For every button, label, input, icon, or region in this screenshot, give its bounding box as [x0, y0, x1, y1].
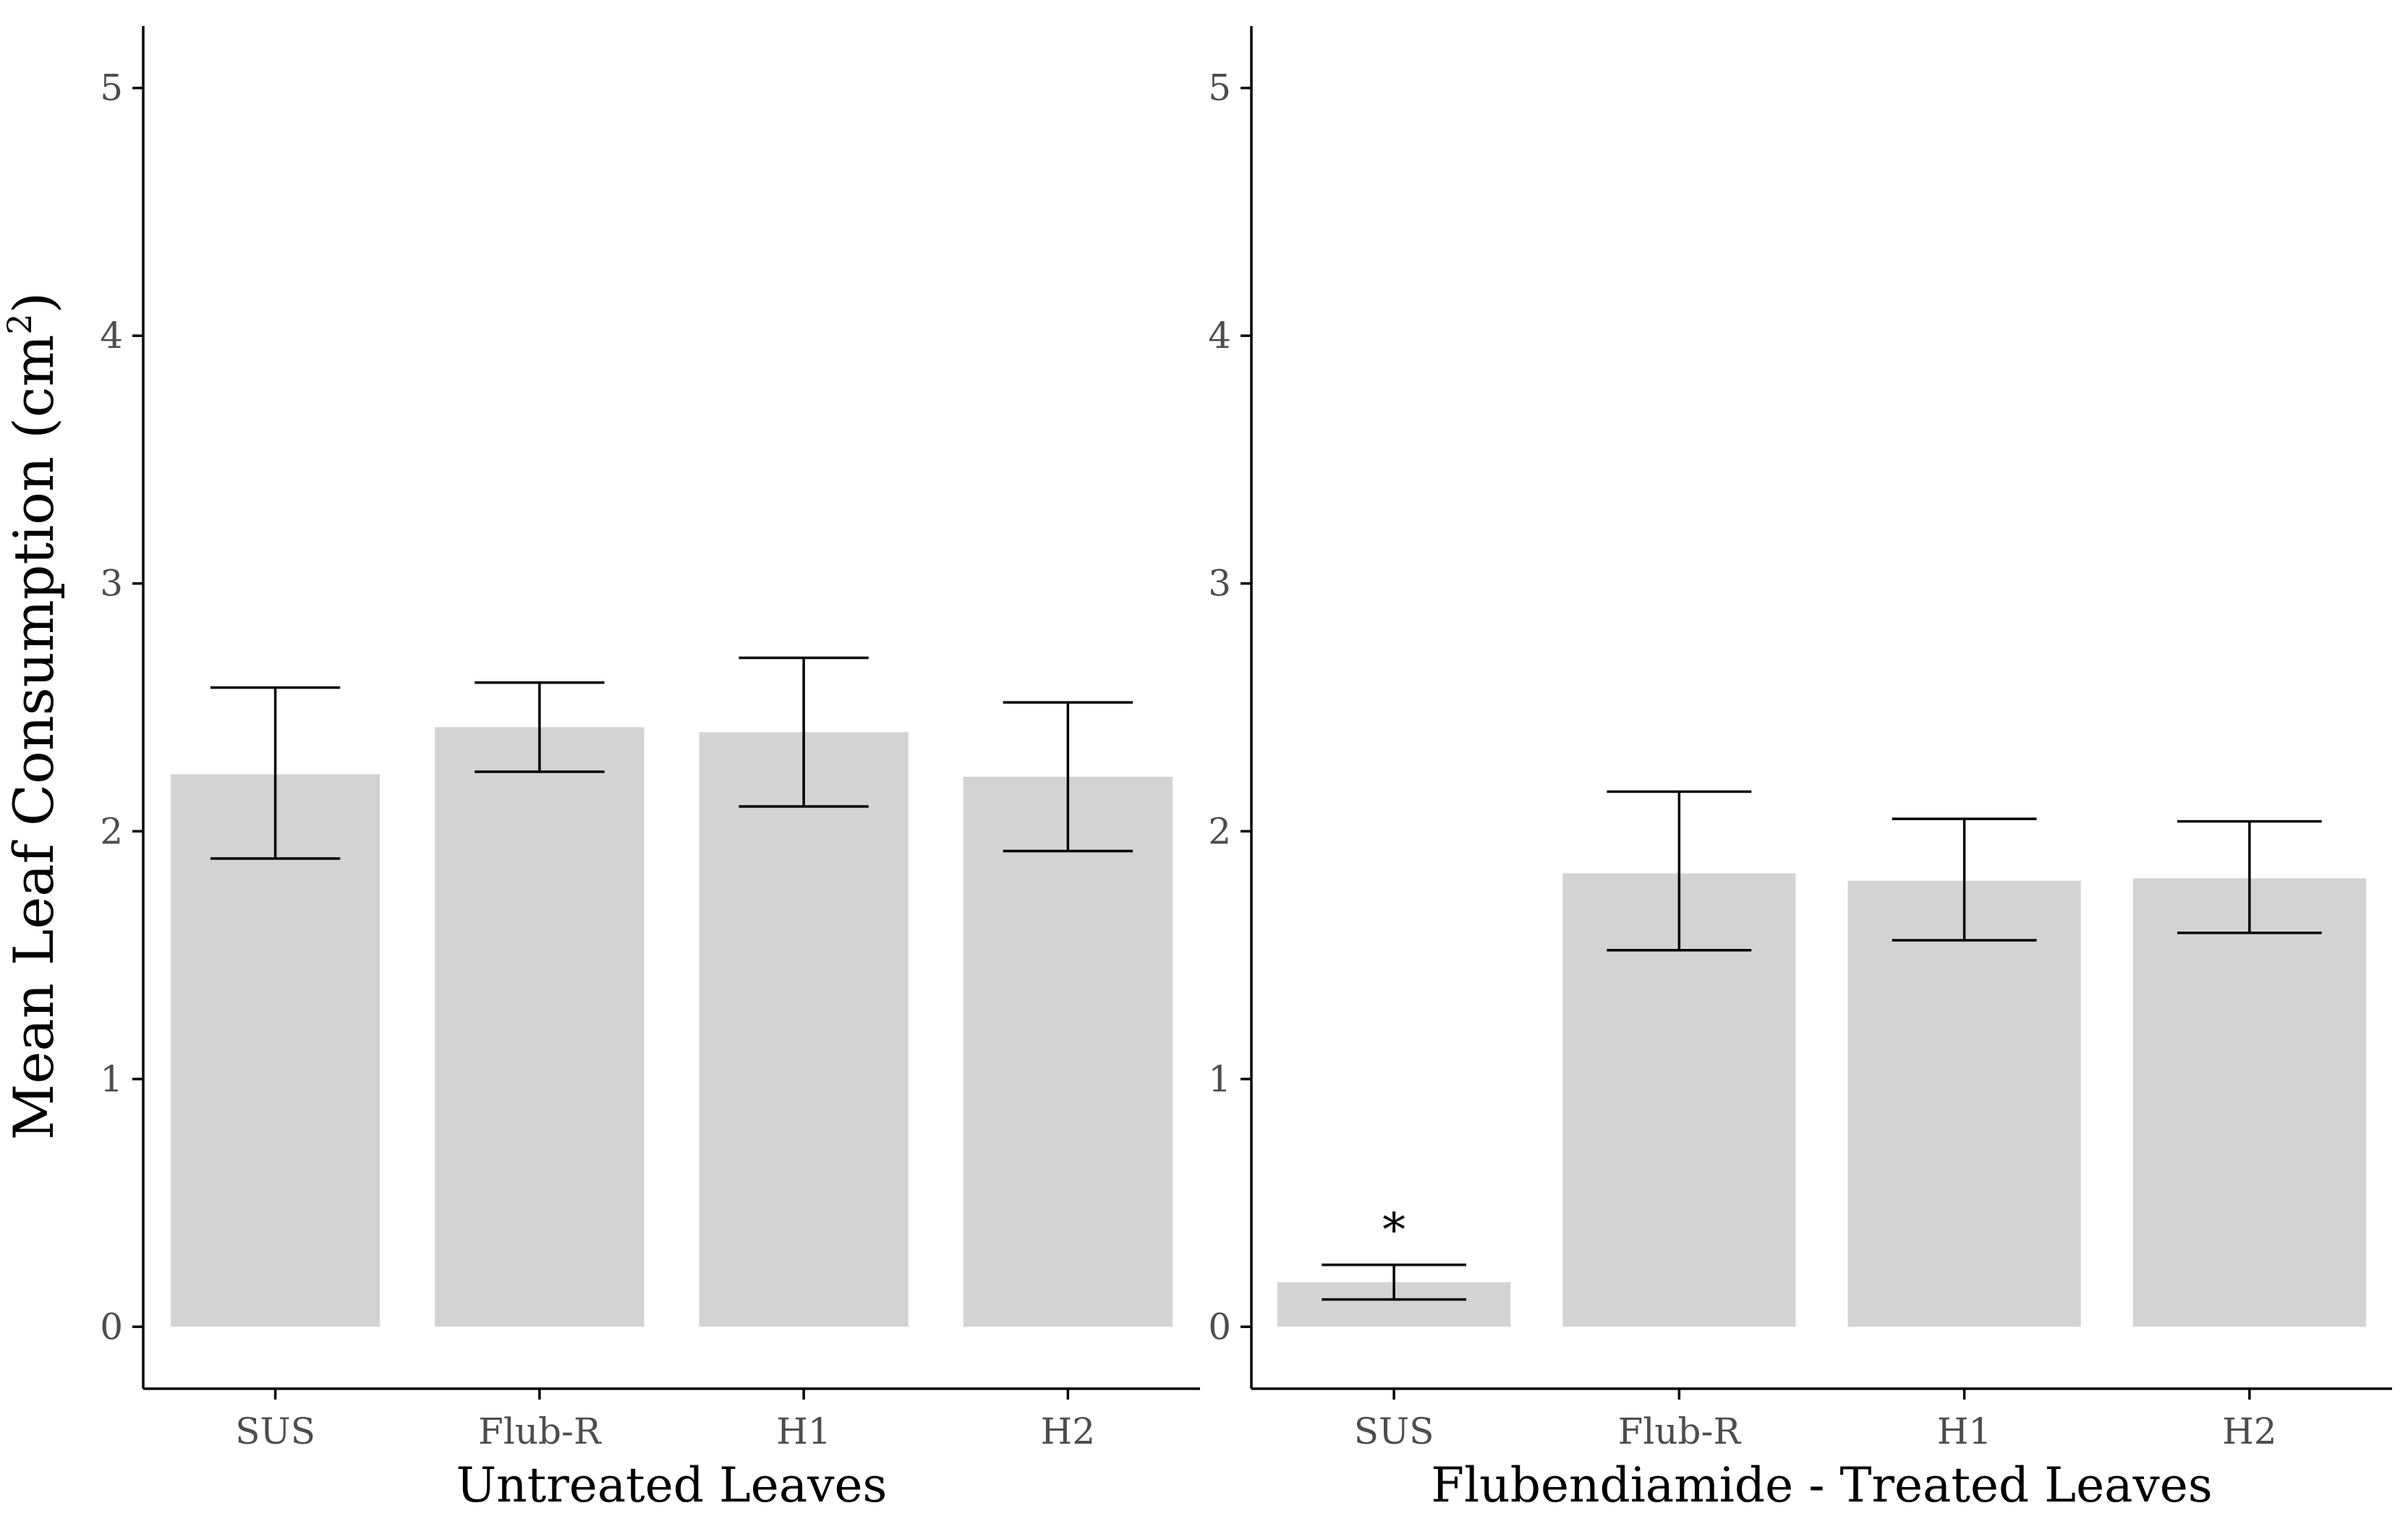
- errorbar-h1: [1892, 817, 2037, 942]
- y-axis-label: Mean Leaf Consumption (cm2): [0, 292, 66, 1141]
- x-axis-title: Untreated Leaves: [456, 1457, 888, 1513]
- bar-flub-r: [435, 727, 644, 1327]
- y-tick-label: 4: [1208, 315, 1231, 357]
- y-tick-label: 2: [100, 810, 123, 852]
- y-tick-label: 2: [1208, 810, 1231, 852]
- bar-sus: [171, 774, 380, 1327]
- x-axis-title: Flubendiamide - Treated Leaves: [1431, 1457, 2212, 1513]
- y-tick-label: 0: [100, 1306, 123, 1347]
- y-tick-label: 4: [100, 315, 123, 357]
- x-tick-label-h1: H1: [1937, 1410, 1991, 1452]
- y-tick-label: 3: [100, 563, 123, 605]
- panel-untreated: 0 1 2 3 4 5 SUS Flub-R H1 H2 Untreated Leaves: [100, 26, 1200, 1513]
- bar-h2: [963, 776, 1173, 1327]
- y-tick-label: 3: [1208, 563, 1231, 605]
- x-tick-label-h2: H2: [1041, 1410, 1095, 1452]
- y-tick-label: 5: [1208, 67, 1231, 109]
- errorbar-sus: [1322, 1263, 1467, 1301]
- y-axis-label-superscript: 2: [0, 313, 39, 334]
- x-tick-label-h2: H2: [2222, 1410, 2276, 1452]
- y-tick-label: 5: [100, 67, 123, 109]
- x-tick-label-sus: SUS: [235, 1410, 315, 1452]
- x-tick-label-sus: SUS: [1354, 1410, 1434, 1452]
- bar-h2: [2132, 878, 2366, 1327]
- bar-h1: [1847, 880, 2081, 1327]
- x-tick-label-flub-r: Flub-R: [1618, 1410, 1742, 1452]
- significance-marker: *: [1382, 1204, 1405, 1258]
- x-tick-label-h1: H1: [776, 1410, 830, 1452]
- errorbar-h2: [2177, 819, 2322, 934]
- errorbar-flub-r: [1607, 790, 1752, 952]
- errorbar-flub-r: [475, 681, 605, 773]
- errorbar-h1: [739, 656, 869, 808]
- errorbar-sus: [210, 686, 341, 860]
- y-tick-label: 0: [1208, 1306, 1231, 1347]
- bar-h1: [699, 732, 909, 1327]
- errorbar-h2: [1003, 701, 1133, 853]
- x-tick-label-flub-r: Flub-R: [478, 1410, 602, 1452]
- y-tick-label: 1: [100, 1058, 123, 1100]
- y-tick-label: 1: [1208, 1058, 1231, 1100]
